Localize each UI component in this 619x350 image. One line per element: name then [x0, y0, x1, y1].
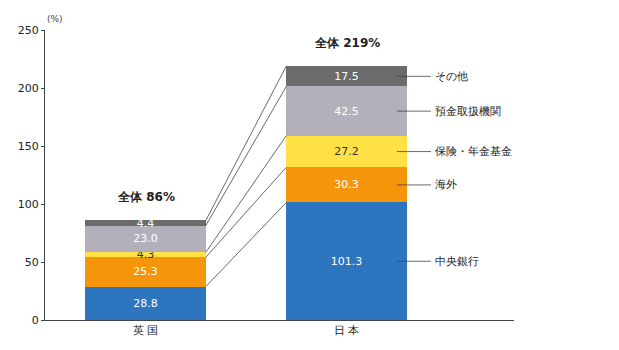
svg-text:100: 100 [18, 198, 39, 211]
svg-text:中央銀行: 中央銀行 [435, 255, 479, 268]
svg-text:23.0: 23.0 [133, 232, 158, 245]
svg-text:250: 250 [18, 24, 39, 37]
svg-text:保険・年金基金: 保険・年金基金 [435, 145, 512, 158]
svg-text:150: 150 [18, 140, 39, 153]
svg-text:その他: その他 [435, 70, 468, 83]
svg-text:25.3: 25.3 [133, 265, 158, 278]
svg-text:0: 0 [32, 314, 39, 327]
svg-text:17.5: 17.5 [334, 70, 359, 83]
svg-text:28.8: 28.8 [133, 297, 158, 310]
svg-text:日 本: 日 本 [334, 324, 360, 337]
svg-text:27.2: 27.2 [334, 145, 359, 158]
svg-text:全体 219%: 全体 219% [314, 36, 380, 50]
svg-text:50: 50 [25, 256, 39, 269]
svg-text:海外: 海外 [435, 178, 457, 191]
svg-text:200: 200 [18, 82, 39, 95]
svg-text:預金取扱機関: 預金取扱機関 [435, 105, 501, 118]
svg-text:全体 86%: 全体 86% [117, 190, 175, 204]
svg-text:30.3: 30.3 [334, 178, 359, 191]
svg-text:4.3: 4.3 [137, 248, 155, 261]
svg-text:4.4: 4.4 [137, 217, 155, 230]
svg-text:101.3: 101.3 [331, 255, 363, 268]
svg-text:(%): (%) [47, 14, 63, 24]
svg-text:42.5: 42.5 [334, 105, 359, 118]
svg-text:英 国: 英 国 [133, 324, 159, 337]
